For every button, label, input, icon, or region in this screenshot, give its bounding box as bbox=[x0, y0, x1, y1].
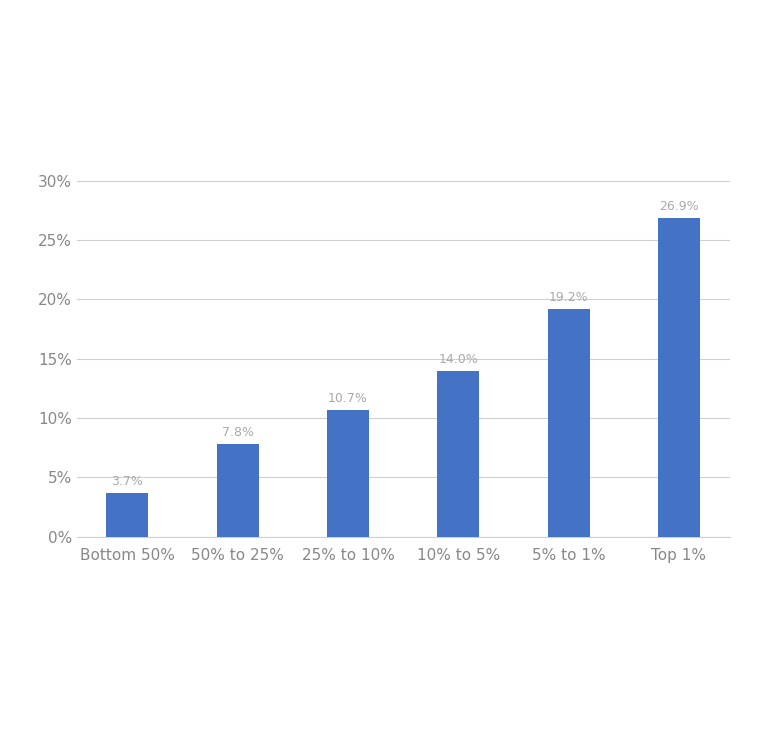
Text: 14.0%: 14.0% bbox=[439, 353, 478, 366]
Text: 19.2%: 19.2% bbox=[549, 291, 588, 304]
Bar bbox=[327, 409, 369, 537]
Bar bbox=[658, 218, 700, 537]
Text: 26.9%: 26.9% bbox=[659, 200, 699, 213]
Text: 3.7%: 3.7% bbox=[111, 475, 144, 488]
Text: 7.8%: 7.8% bbox=[222, 426, 253, 440]
Bar bbox=[217, 444, 259, 537]
Text: 10.7%: 10.7% bbox=[328, 392, 368, 405]
Bar bbox=[107, 492, 148, 537]
Bar bbox=[438, 370, 479, 537]
Bar bbox=[548, 309, 590, 537]
